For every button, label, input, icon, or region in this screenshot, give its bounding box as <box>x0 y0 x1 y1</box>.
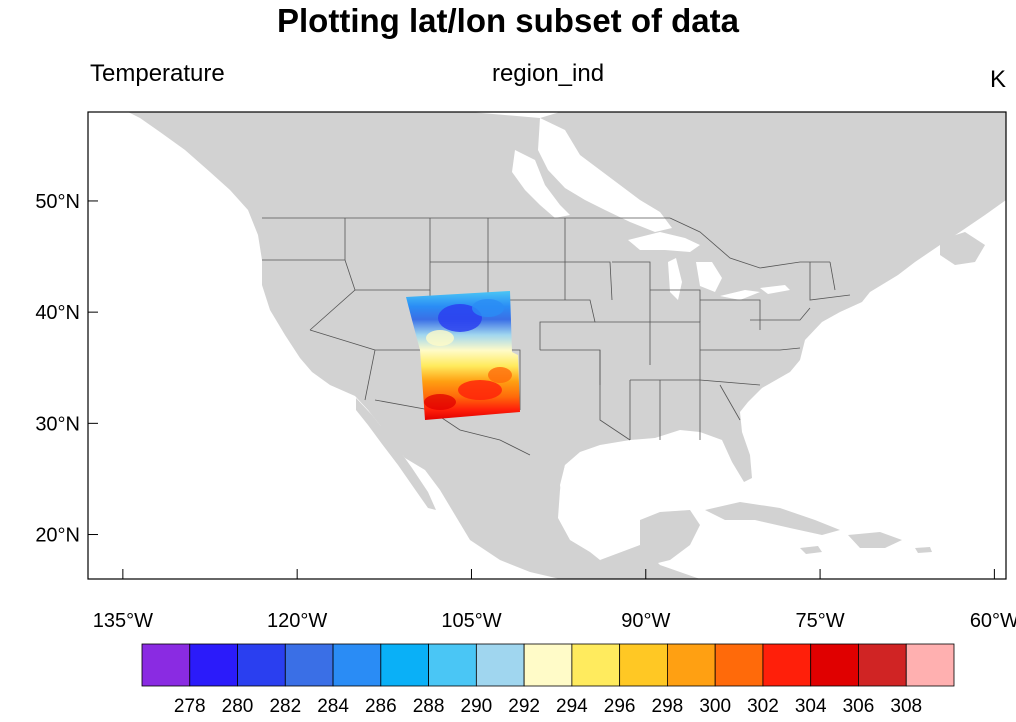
colorbar-swatch <box>714 643 764 687</box>
land-baja <box>356 398 436 510</box>
colorbar-label: 278 <box>174 696 206 717</box>
map-area <box>128 112 1006 579</box>
colorbar-label: 304 <box>795 696 827 717</box>
colorbar-label: 294 <box>556 696 588 717</box>
colorbar-label: 284 <box>317 696 349 717</box>
colorbar-label: 300 <box>699 696 731 717</box>
colorbar-swatch <box>762 643 812 687</box>
land-hispaniola <box>848 532 902 548</box>
water-hudson-bay-2 <box>512 150 570 218</box>
colorbar-swatch <box>428 643 477 687</box>
lat-ticks: 50°N 40°N 30°N 20°N <box>35 191 98 547</box>
land-jamaica <box>800 546 822 554</box>
region-label: region_ind <box>491 60 605 87</box>
colorbar-swatch <box>475 643 525 687</box>
colorbar-label: 298 <box>652 696 684 717</box>
land-cuba <box>705 502 840 535</box>
land-puerto-rico <box>915 547 932 553</box>
lon-tick-label: 75°W <box>796 610 845 632</box>
colorbar-label: 290 <box>461 696 493 717</box>
units-label: K <box>989 66 1006 93</box>
colorbar-label: 296 <box>604 696 636 717</box>
land-north-america <box>128 112 1006 579</box>
colorbar-swatch <box>284 643 334 687</box>
colorbar-swatch <box>380 643 429 687</box>
colorbar-swatch <box>141 643 191 687</box>
colorbar-label: 302 <box>747 696 779 717</box>
lon-tick-label: 120°W <box>267 610 327 632</box>
colorbar-swatch <box>667 643 716 687</box>
colorbar-label: 292 <box>508 696 540 717</box>
lon-tick-label: 60°W <box>970 610 1016 632</box>
colorbar-swatch <box>858 643 907 687</box>
temperature-subset <box>406 291 520 420</box>
plot-frame <box>87 111 1007 580</box>
land-newfoundland <box>940 232 985 265</box>
water-great-lakes <box>628 232 790 300</box>
colorbar-swatch <box>332 643 382 687</box>
lat-tick-label: 40°N <box>35 302 80 324</box>
colorbar-swatch <box>189 643 238 687</box>
lon-tick-label: 105°W <box>441 610 501 632</box>
colorbar-swatch <box>905 643 955 687</box>
colorbar: 278 280 282 284 286 288 290 292 294 296 298 300 302 3… <box>141 643 955 717</box>
lon-ticks: 135°W 120°W 105°W 90°W 75°W 60°W <box>93 569 1016 632</box>
lon-tick-label: 90°W <box>621 610 670 632</box>
lat-tick-label: 50°N <box>35 191 80 213</box>
land-yucatan <box>640 510 700 565</box>
colorbar-swatch <box>523 643 573 687</box>
colorbar-label: 286 <box>365 696 397 717</box>
water-gulf <box>560 436 730 530</box>
colorbar-label: 306 <box>843 696 875 717</box>
lat-tick-label: 20°N <box>35 525 80 547</box>
lat-tick-label: 30°N <box>35 413 80 435</box>
water-hudson-bay <box>538 118 672 232</box>
variable-label: Temperature <box>90 60 225 87</box>
land-arctic <box>760 112 1006 190</box>
lon-tick-label: 135°W <box>93 610 153 632</box>
colorbar-swatch <box>237 643 286 687</box>
colorbar-swatch <box>619 643 668 687</box>
colorbar-swatch <box>810 643 859 687</box>
colorbar-label: 288 <box>413 696 445 717</box>
colorbar-swatch <box>571 643 621 687</box>
colorbar-label: 308 <box>890 696 922 717</box>
colorbar-label: 282 <box>269 696 301 717</box>
colorbar-label: 280 <box>222 696 254 717</box>
page-title: Plotting lat/lon subset of data <box>277 2 739 39</box>
land-central-america <box>600 545 700 579</box>
